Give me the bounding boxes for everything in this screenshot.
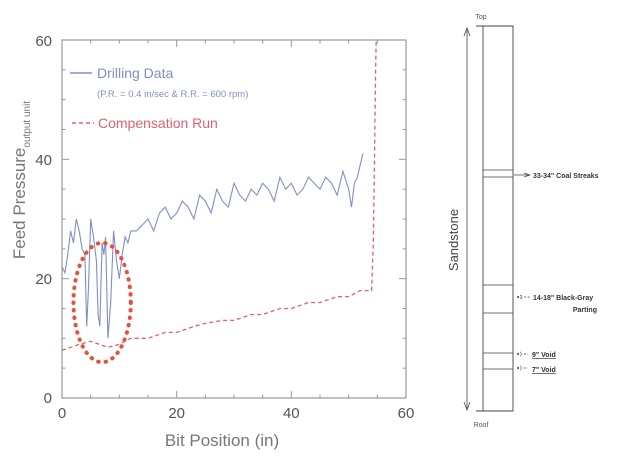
annotation-void-9: 9" Void [532,352,556,359]
legend: Drilling Data (P.R. = 0.4 in/sec & R.R. … [70,65,248,131]
feed-pressure-chart: 0 20 40 60 0 20 40 60 Bit Position (in) … [10,33,414,450]
y-tick-label: 40 [35,152,52,169]
depth-arrow-top-head [463,26,471,37]
y-axis-title: Feed Pressureoutput unit [10,101,33,259]
core-log-diagram: Top Roof Sandstone 33-34" Coal Streaks 1… [446,14,599,429]
legend-sublabel-drilling-data: (P.R. = 0.4 in/sec & R.R. = 600 rpm) [97,89,248,100]
x-tick-label: 0 [58,405,66,422]
x-axis-title: Bit Position (in) [165,431,279,450]
annotation-black-gray-parting-line2: Parting [573,307,597,314]
series-line-drilling-data [61,153,364,339]
depth-arrow-bottom-head [463,401,471,412]
log-bottom-label: Roof [474,422,489,429]
annotation-void-7: 7" Void [532,367,556,374]
y-tick-label: 0 [44,390,52,407]
y-axis-title-main: Feed Pressure [10,148,29,260]
highlight-ellipse [71,240,133,365]
y-tick-label: 20 [35,271,52,288]
log-top-label: Top [475,14,486,21]
annotation-arrow-coal [514,172,532,178]
legend-label-compensation-run: Compensation Run [98,115,218,131]
x-tick-label: 60 [398,405,415,422]
annotation-black-gray-parting: 14-18" Black-Gray [533,295,593,302]
x-tick-label: 40 [283,405,300,422]
annotation-arrow-void-9 [516,351,528,357]
annotation-arrow-void-7 [516,365,528,371]
y-axis-tick-labels: 0 20 40 60 [35,33,52,407]
legend-label-drilling-data: Drilling Data [97,65,173,81]
axis-ticks [61,39,407,399]
y-tick-label: 60 [35,33,52,50]
x-tick-label: 20 [168,405,185,422]
annotation-arrows [514,172,532,371]
y-axis-title-subscript: output unit [22,101,33,148]
annotation-coal-streaks: 33-34" Coal Streaks [533,173,599,180]
x-axis-tick-labels: 0 20 40 60 [58,405,415,422]
formation-label: Sandstone [446,209,461,271]
annotation-arrow-parting [516,294,530,300]
